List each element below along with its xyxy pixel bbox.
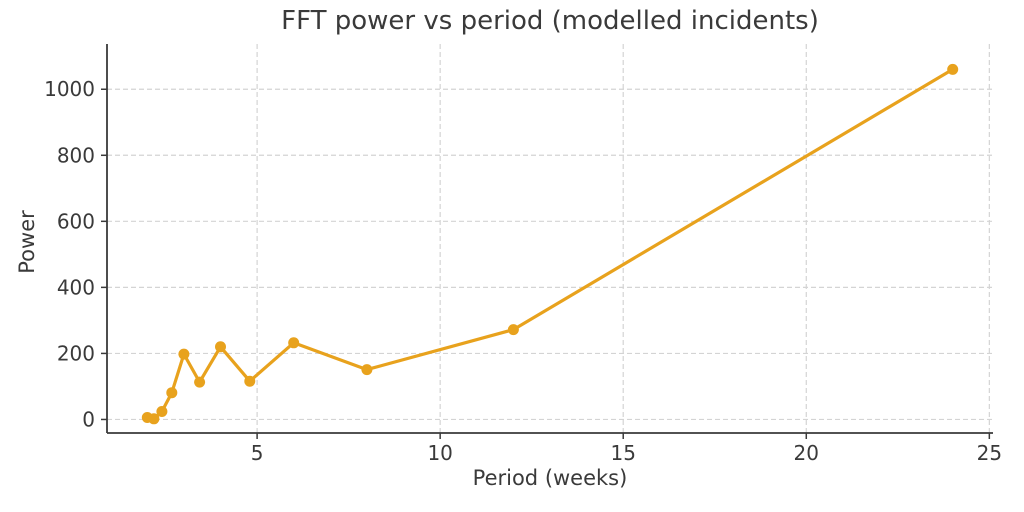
x-tick-label: 10 [427, 441, 452, 465]
x-tick-label: 5 [251, 441, 264, 465]
y-tick-label: 400 [57, 275, 95, 299]
data-point-marker [215, 341, 226, 353]
data-point-marker [244, 375, 256, 387]
y-tick-label: 800 [57, 143, 95, 167]
data-point-marker [288, 337, 300, 349]
data-point-marker [178, 348, 190, 360]
x-tick-label: 25 [977, 441, 1002, 465]
data-point-marker [194, 376, 206, 388]
data-point-marker [947, 63, 959, 75]
data-point-marker [156, 406, 168, 417]
y-tick-label: 0 [82, 407, 95, 431]
y-tick-label: 200 [57, 341, 95, 365]
y-tick-label: 1000 [44, 77, 95, 101]
x-axis-label: Period (weeks) [472, 466, 628, 490]
data-point-marker [507, 324, 519, 336]
data-point-marker [166, 387, 178, 399]
x-tick-label: 15 [610, 441, 635, 465]
data-point-marker [148, 413, 160, 425]
y-tick-label: 600 [57, 209, 95, 233]
chart-title: FFT power vs period (modelled incidents) [281, 6, 819, 36]
x-tick-label: 20 [794, 441, 819, 465]
data-line [145, 67, 955, 421]
data-point-marker [361, 364, 373, 376]
